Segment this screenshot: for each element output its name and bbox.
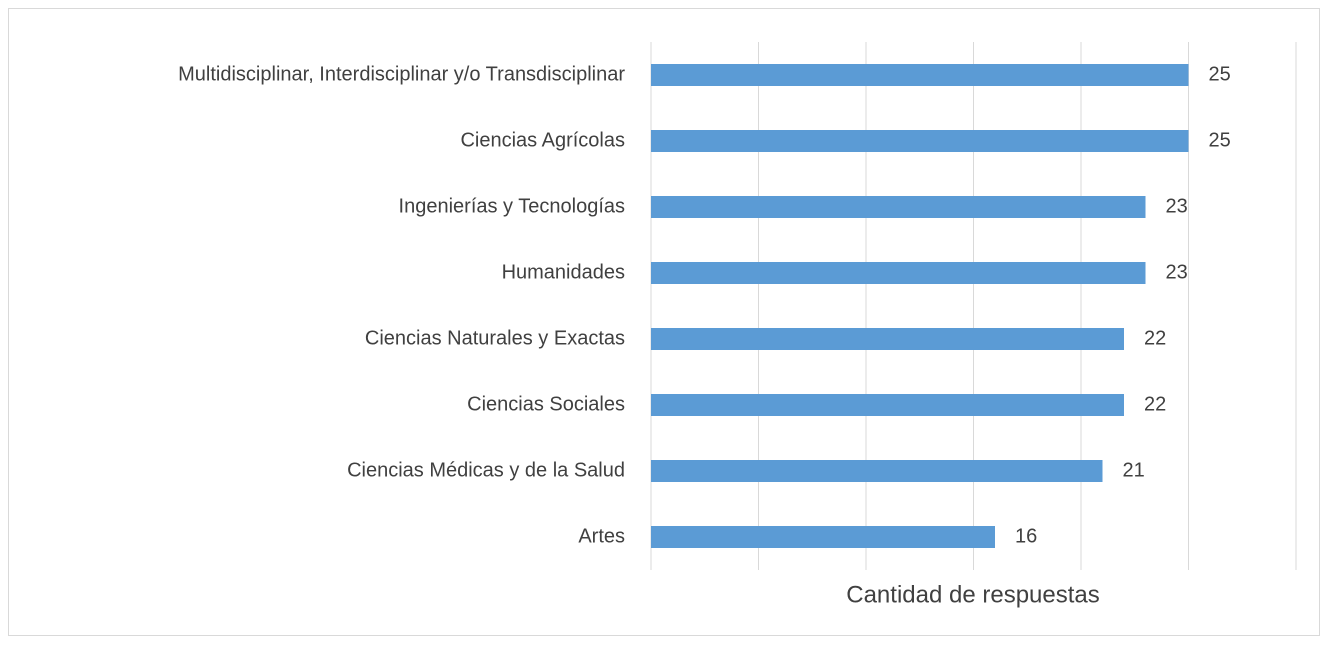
bar [651,262,1146,284]
data-label: 25 [1209,129,1231,151]
data-label: 22 [1144,393,1166,415]
data-label: 25 [1209,63,1231,85]
y-tick-label: Humanidades [502,261,625,283]
bar [651,526,995,548]
y-tick-label: Ciencias Médicas y de la Salud [347,459,625,481]
data-label: 21 [1123,459,1145,481]
x-axis-label: Cantidad de respuestas [846,581,1100,608]
data-label: 22 [1144,327,1166,349]
data-label: 16 [1015,525,1037,547]
y-tick-label: Artes [578,525,625,547]
y-tick-label: Ciencias Agrícolas [460,129,625,151]
data-label: 23 [1166,195,1188,217]
data-label: 23 [1166,261,1188,283]
y-tick-label: Multidisciplinar, Interdisciplinar y/o T… [178,63,625,85]
bar [651,196,1146,218]
y-tick-label: Ingenierías y Tecnologías [399,195,625,217]
bar [651,460,1103,482]
bar [651,130,1189,152]
y-tick-label: Ciencias Sociales [467,393,625,415]
bar [651,328,1124,350]
bar [651,64,1189,86]
bar [651,394,1124,416]
y-tick-label: Ciencias Naturales y Exactas [365,327,625,349]
